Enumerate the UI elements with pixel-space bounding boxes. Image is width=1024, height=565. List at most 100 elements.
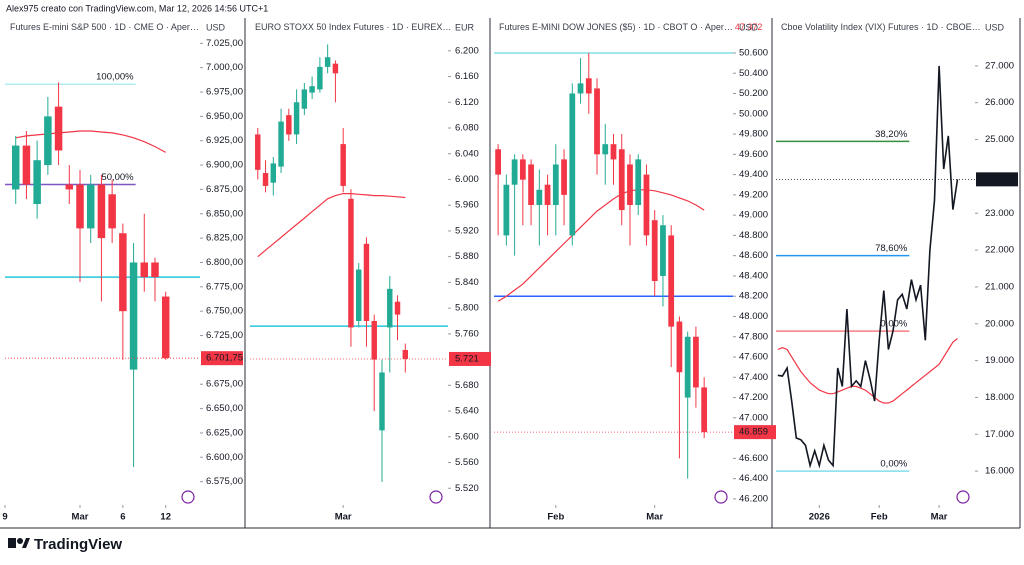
y-tick-label: 6.850,00 xyxy=(206,208,243,219)
candle-body xyxy=(54,106,63,151)
y-tick-label: 5.640 xyxy=(455,406,479,417)
x-tick-label: 2026 xyxy=(809,512,830,523)
y-tick-label: 47.000 xyxy=(739,412,768,423)
level-label: 100,00% xyxy=(96,72,134,83)
chart-title: Futures E-MINI DOW JONES ($5) · 1D · CBO… xyxy=(499,22,762,32)
open-value: 47.372 xyxy=(735,22,763,32)
candle-body xyxy=(317,66,323,90)
candle-body xyxy=(262,173,269,186)
y-tick-label: 5.760 xyxy=(455,328,479,339)
moving-average xyxy=(777,338,958,404)
moving-average xyxy=(15,130,166,153)
y-tick-label: 6.575,00 xyxy=(206,476,243,487)
x-tick-label: Feb xyxy=(871,512,888,523)
candle-body xyxy=(651,220,658,282)
y-tick-label: 6.040 xyxy=(455,148,479,159)
y-tick-label: 5.680 xyxy=(455,380,479,391)
y-tick-label: 25.000 xyxy=(985,134,1014,145)
candle-body xyxy=(151,262,159,278)
y-tick-label: 46.400 xyxy=(739,473,768,484)
candle-body xyxy=(65,184,74,190)
axis-unit: USD xyxy=(739,22,759,32)
x-tick-label: 9 xyxy=(2,512,7,523)
y-tick-label: 50.200 xyxy=(739,88,768,99)
level-label: 38,20% xyxy=(875,129,908,140)
plot-area: 38,20%78,60%0,00%0,00% xyxy=(776,65,975,472)
chart-panel: 38,20%78,60%0,00%0,00%Cboe Volatility In… xyxy=(776,22,1018,523)
y-tick-label: 6.600,00 xyxy=(206,452,243,463)
candle-body xyxy=(387,288,393,328)
candle-body xyxy=(495,149,502,175)
level-label: 78,60% xyxy=(875,243,908,254)
candle-body xyxy=(97,184,106,239)
candle-body xyxy=(693,336,699,388)
y-tick-label: 48.400 xyxy=(739,270,768,281)
y-tick-label: 6.675,00 xyxy=(206,379,243,390)
candle-body xyxy=(701,387,708,433)
moving-average xyxy=(497,189,705,302)
y-tick-label: 6.825,00 xyxy=(206,233,243,244)
candle-body xyxy=(602,144,609,155)
y-tick-label: 17.000 xyxy=(985,429,1014,440)
candle-body xyxy=(278,121,284,167)
y-tick-label: 5.920 xyxy=(455,225,479,236)
candle-body xyxy=(332,63,339,74)
candle-body xyxy=(22,145,31,185)
candle-body xyxy=(301,89,308,109)
candle-body xyxy=(270,163,277,183)
y-tick-label: 27.000 xyxy=(985,60,1014,71)
y-tick-label: 6.625,00 xyxy=(206,427,243,438)
chart-panel: Futures E-MINI DOW JONES ($5) · 1D · CBO… xyxy=(494,22,776,523)
candle-body xyxy=(594,88,600,155)
candle-body xyxy=(86,184,95,229)
indicator-icon xyxy=(429,490,443,504)
y-tick-label: 20.000 xyxy=(985,318,1014,329)
moving-average xyxy=(257,193,406,258)
x-tick-label: Mar xyxy=(335,512,352,523)
candle-body xyxy=(561,159,567,195)
candle-body xyxy=(355,269,362,322)
title-text: Futures E-mini S&P 500 · 1D · CME O · Ap… xyxy=(10,22,199,32)
y-tick-label: 6.080 xyxy=(455,123,479,134)
y-tick-label: 6.775,00 xyxy=(206,281,243,292)
y-tick-label: 6.120 xyxy=(455,97,479,108)
last-price-label: 5.721 xyxy=(455,353,479,364)
candle-body xyxy=(668,235,675,327)
y-tick-label: 6.000 xyxy=(455,174,479,185)
x-tick-label: Mar xyxy=(646,512,663,523)
last-price-tag xyxy=(201,351,243,366)
y-tick-label: 50.600 xyxy=(739,47,768,58)
y-tick-label: 5.800 xyxy=(455,303,479,314)
chart-title: Futures E-mini S&P 500 · 1D · CME O · Ap… xyxy=(10,22,199,32)
logo-shape xyxy=(8,538,16,548)
level-label: 50,00% xyxy=(101,172,134,183)
candle-body xyxy=(286,115,292,135)
last-price-label: 23,920 xyxy=(985,174,1014,185)
plot-area: 100,00% 50,00% xyxy=(5,72,200,468)
candle-body xyxy=(44,116,52,166)
candle-body xyxy=(511,159,518,185)
candle-body xyxy=(119,233,127,312)
logo-mark xyxy=(8,538,30,548)
chart-panel: EURO STOXX 50 Index Futures · 1D · EUREX… xyxy=(250,22,491,523)
y-tick-label: 5.560 xyxy=(455,457,479,468)
candle-body xyxy=(643,174,650,236)
candle-body xyxy=(108,194,116,229)
candle-body xyxy=(363,243,370,322)
separators xyxy=(0,18,1021,529)
y-tick-label: 7.025,00 xyxy=(206,38,243,49)
candle-body xyxy=(379,372,385,431)
y-tick-label: 47.400 xyxy=(739,372,768,383)
y-tick-label: 6.925,00 xyxy=(206,135,243,146)
candle-body xyxy=(129,262,138,370)
indicator-icon xyxy=(181,490,195,504)
candle-body xyxy=(33,160,41,205)
candle-body xyxy=(402,349,409,359)
candle-body xyxy=(569,93,576,236)
y-tick-label: 6.975,00 xyxy=(206,87,243,98)
candle-body xyxy=(660,225,666,276)
y-tick-label: 23.000 xyxy=(985,208,1014,219)
header: Alex975 creato con TradingView.com, Mar … xyxy=(6,3,268,13)
